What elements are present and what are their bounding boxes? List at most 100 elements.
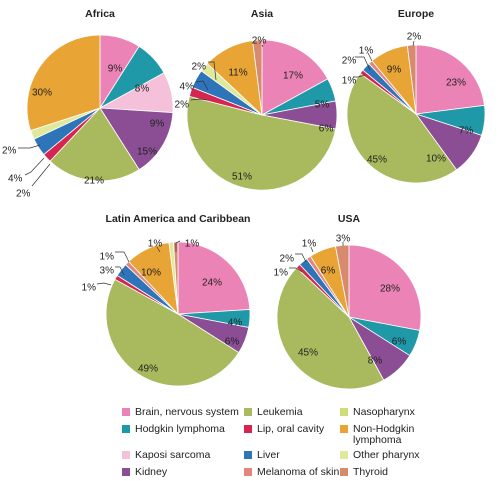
slice-label-hodgkin: 6% [392, 337, 407, 348]
pie-slice-brain [261, 39, 329, 116]
leader-line [156, 246, 161, 253]
slice-label-leukemia: 21% [84, 176, 104, 187]
slice-label-nhl: 30% [32, 88, 52, 99]
leader-line [412, 40, 415, 47]
slice-label-other_pharynx: 2% [192, 62, 207, 73]
legend-item-kaposi: Kaposi sarcoma [122, 450, 210, 461]
legend-item-thyroid: Thyroid [340, 467, 388, 478]
legend-swatch [244, 408, 252, 416]
legend-swatch [244, 425, 252, 433]
leader-line [367, 52, 373, 62]
slice-label-thyroid: 2% [407, 32, 422, 43]
slice-label-liver: 3% [100, 266, 115, 277]
slice-label-brain: 17% [283, 71, 303, 82]
leader-line [261, 44, 264, 48]
legend-label: Lip, oral cavity [257, 423, 325, 435]
slice-label-liver: 4% [8, 174, 23, 185]
slice-label-nhl: 11% [228, 68, 247, 79]
slice-label-hodgkin: 7% [459, 126, 474, 137]
pie-chart: USA 28% 6% 8% 45% 1% 2% 1% 6% 3% [274, 213, 422, 390]
pie-slice-thyroid [252, 39, 263, 116]
pie-slice-thyroid [335, 244, 350, 318]
legend-swatch [340, 408, 348, 416]
slice-label-kidney: 6% [319, 124, 334, 135]
legend-label: Thyroid [353, 466, 389, 478]
slice-label-leukemia: 45% [367, 155, 387, 166]
slice-label-brain: 28% [380, 284, 400, 295]
slice-label-thyroid: 1% [185, 239, 200, 250]
legend-swatch [340, 425, 348, 433]
leader-line [289, 267, 303, 273]
legend-swatch [340, 468, 348, 476]
slice-label-leukemia: 49% [138, 364, 158, 375]
slice-label-melanoma: 1% [100, 252, 115, 263]
leader-line [31, 163, 51, 187]
slice-label-lip: 2% [16, 189, 31, 200]
leader-line [96, 282, 112, 286]
slice-label-kidney: 15% [137, 147, 157, 158]
leader-line [355, 56, 371, 71]
slice-label-melanoma: 1% [302, 239, 317, 250]
legend-label: Leukemia [257, 406, 303, 418]
legend-swatch [340, 451, 348, 459]
slice-label-nhl: 6% [321, 266, 336, 277]
legend-swatch [122, 451, 130, 459]
pie-slice-leukemia [49, 107, 140, 182]
pie-slice-leukemia [186, 95, 337, 191]
pie-chart: Africa 9% 8% 9% 15% 21% 2% 4% 2% 30% [2, 8, 174, 200]
slice-label-thyroid: 3% [336, 234, 351, 245]
legend-item-kidney: Kidney [122, 467, 167, 478]
slice-label-hodgkin: 5% [315, 100, 330, 111]
legend-item-nhl: Non-Hodgkin lymphoma [340, 424, 414, 446]
pie-slice-leukemia [105, 278, 240, 387]
chart-title: Latin America and Caribbean [106, 213, 251, 225]
slice-label-brain: 9% [108, 64, 123, 75]
slice-label-leukemia: 51% [232, 172, 252, 183]
slice-label-brain: 23% [446, 78, 466, 89]
slice-label-other_pharynx: 1% [148, 239, 163, 250]
slice-label-kidney: 8% [368, 356, 383, 367]
slice-label-lip: 1% [82, 283, 97, 294]
pie-slice-kidney [99, 107, 174, 171]
chart-title: Asia [251, 8, 273, 20]
pie-slice-brain [348, 244, 422, 331]
slice-label-other_pharynx: 2% [2, 146, 17, 157]
slice-label-liver: 4% [180, 82, 195, 93]
legend-label: Kaposi sarcoma [135, 449, 211, 461]
legend-label: Non-Hodgkin lymphoma [353, 423, 415, 446]
pie-slice-brain [177, 241, 251, 315]
legend-label: Hodgkin lymphoma [135, 423, 225, 435]
slice-label-hodgkin: 4% [228, 318, 243, 329]
legend-swatch [244, 468, 252, 476]
legend-item-brain: Brain, nervous system [122, 407, 239, 418]
legend-label: Brain, nervous system [135, 406, 239, 418]
chart-title: USA [338, 213, 361, 225]
legend-item-nasopharynx: Nasopharynx [340, 407, 415, 418]
slice-label-melanoma: 1% [359, 46, 374, 57]
slice-label-hodgkin: 8% [135, 84, 150, 95]
slice-label-kidney: 10% [426, 154, 446, 165]
slice-label-lip: 2% [175, 100, 190, 111]
legend-swatch [122, 468, 130, 476]
leader-line [24, 157, 45, 176]
legend-item-melanoma: Melanoma of skin [244, 467, 339, 478]
legend-swatch [244, 451, 252, 459]
leader-line [190, 98, 208, 101]
legend-swatch [122, 408, 130, 416]
leader-line [208, 61, 217, 81]
legend-label: Nasopharynx [353, 406, 415, 418]
slice-label-leukemia: 45% [298, 348, 318, 359]
legend-item-leukemia: Leukemia [244, 407, 303, 418]
legend-swatch [122, 425, 130, 433]
slice-label-kidney: 6% [225, 337, 240, 348]
legend-item-other_pharynx: Other pharynx [340, 450, 420, 461]
pie-slice-thyroid [406, 44, 417, 115]
slice-label-lip: 1% [342, 76, 357, 87]
slice-label-liver: 2% [280, 254, 295, 265]
slice-label-liver: 2% [342, 56, 357, 67]
pie-chart: Latin America and Caribbean24%4%6%49%1%3… [82, 213, 251, 387]
chart-title: Africa [85, 8, 115, 20]
legend-label: Kidney [135, 466, 168, 478]
slice-label-brain: 24% [202, 278, 222, 289]
